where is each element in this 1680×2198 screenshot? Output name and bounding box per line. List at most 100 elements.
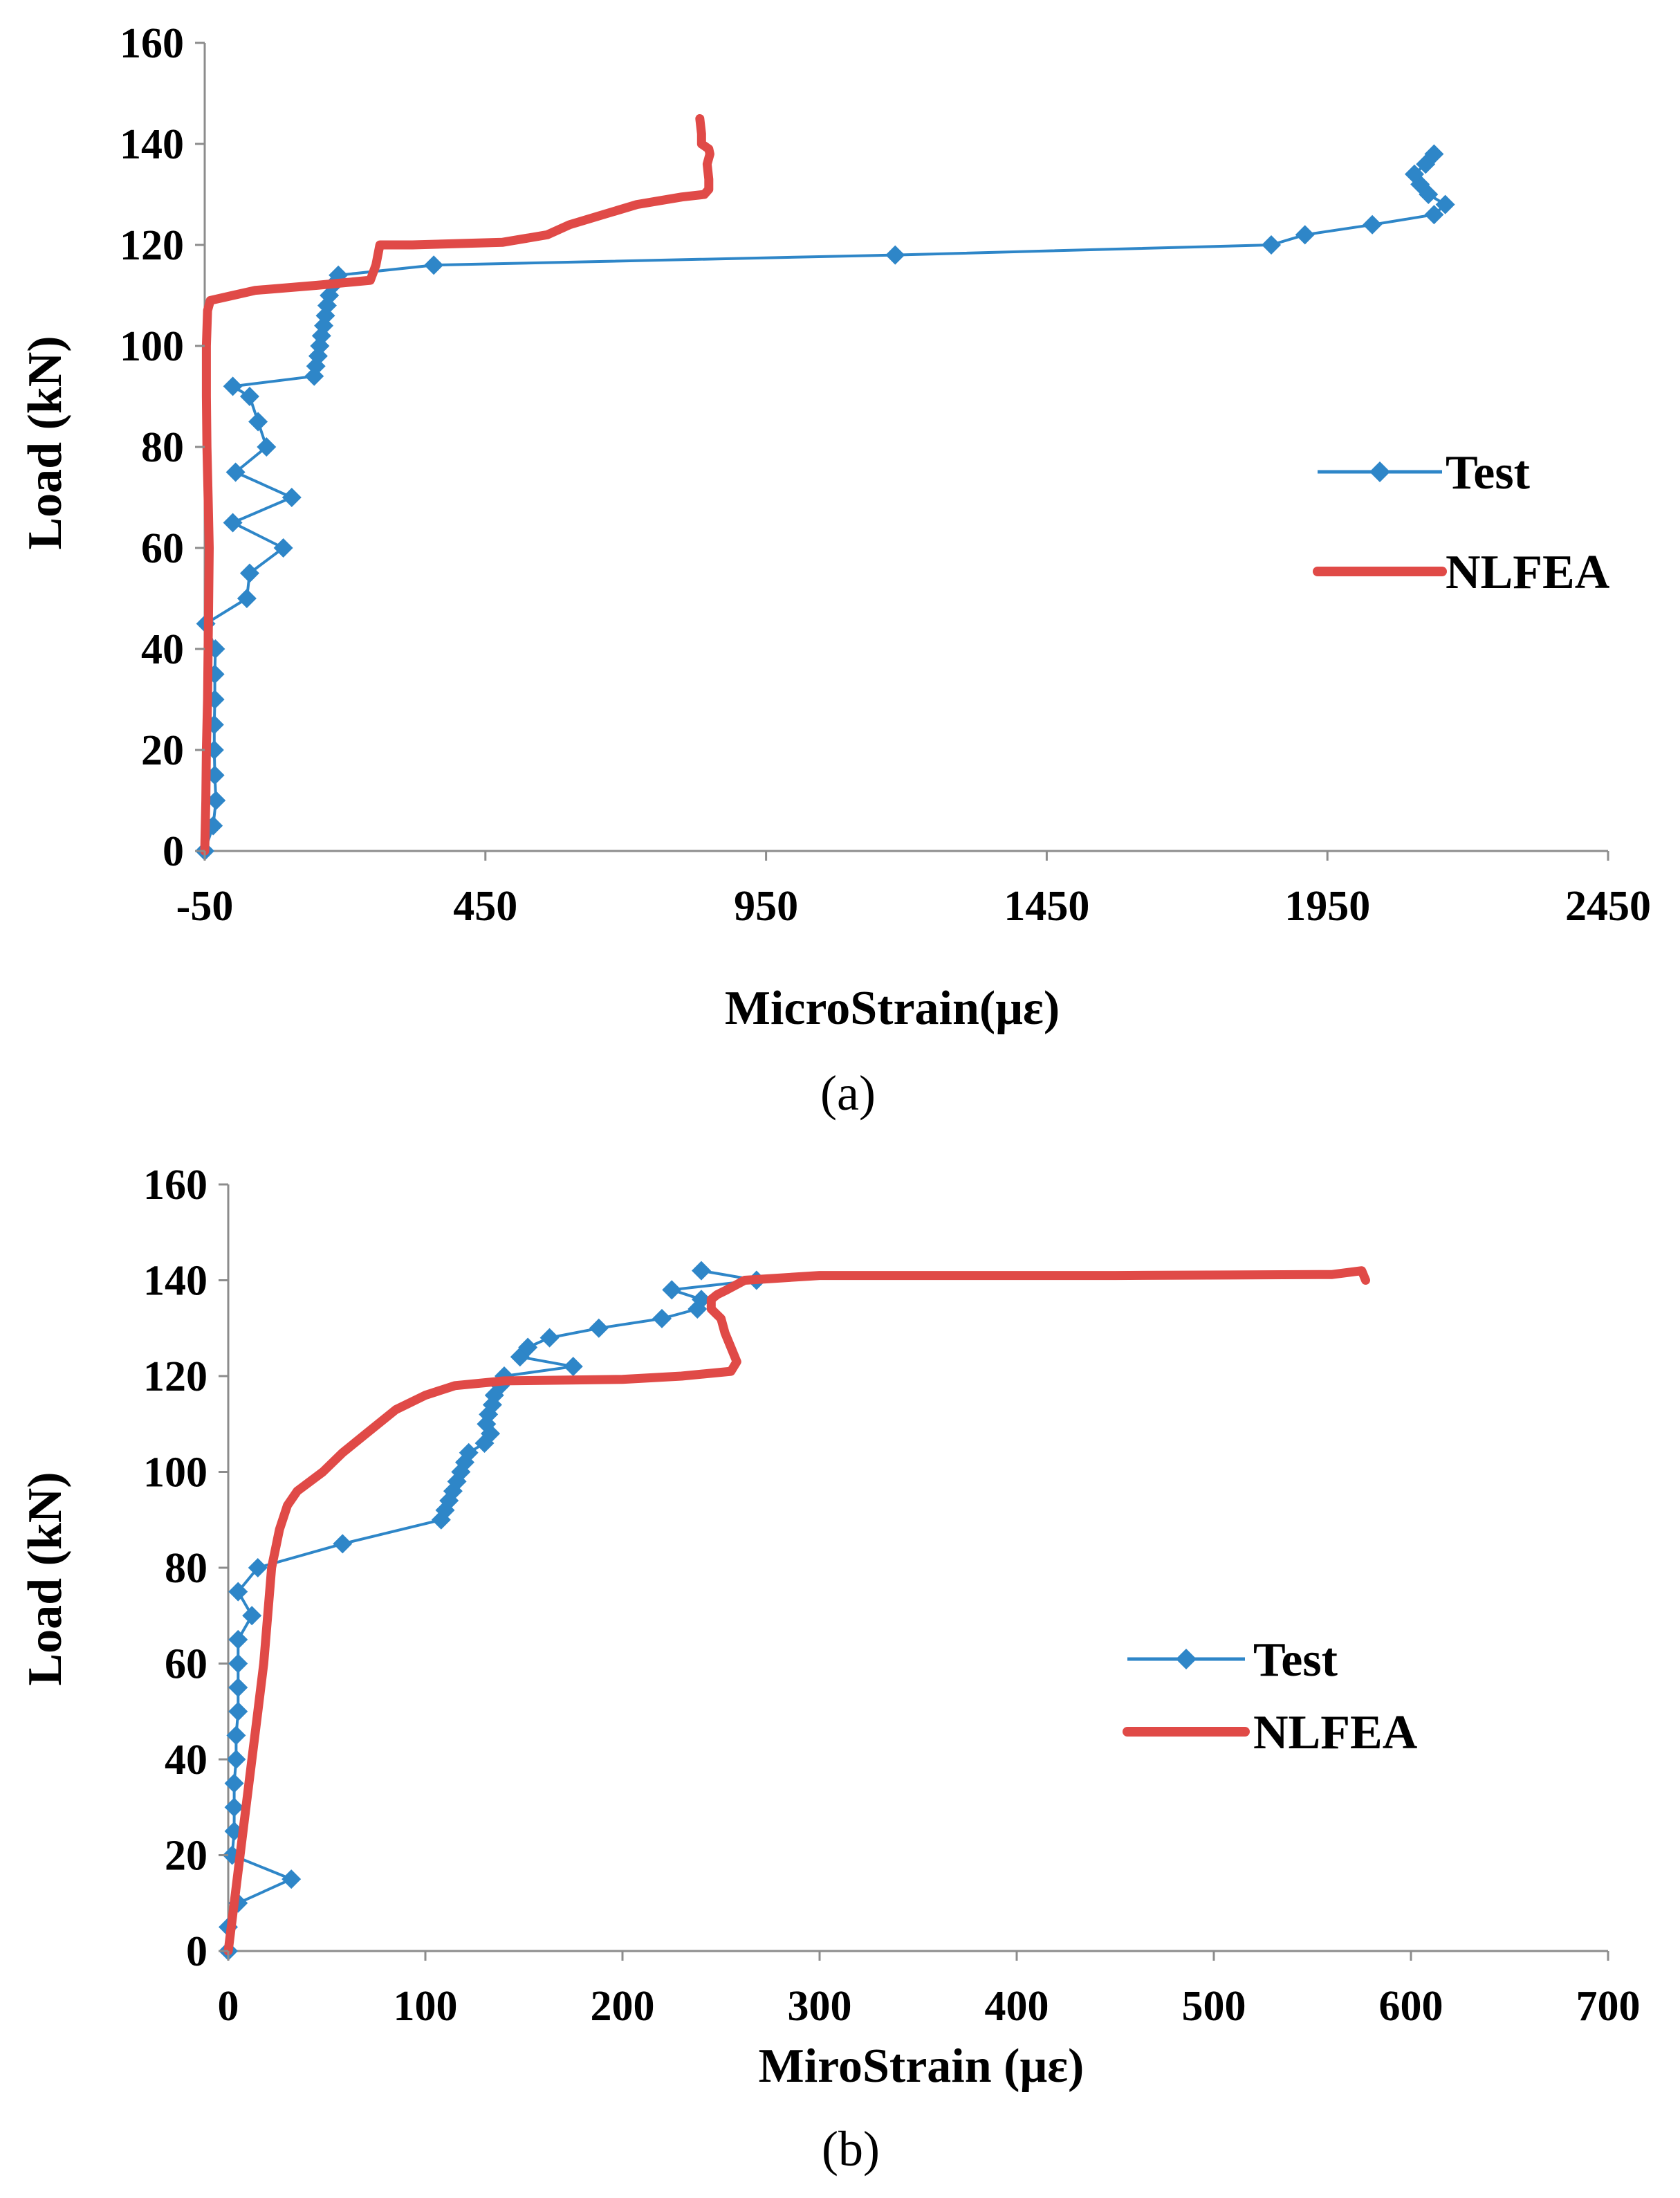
y-tick-label: 80 (165, 1545, 207, 1592)
x-tick-label: 2450 (1565, 883, 1651, 930)
test-point (662, 1280, 682, 1300)
test-point (1424, 205, 1444, 225)
test-point (228, 1629, 248, 1649)
test-point (281, 1869, 302, 1889)
chart-b-legend: Test NLFEA (1123, 1633, 1418, 1759)
y-tick-label: 120 (120, 222, 184, 269)
chart-b: 0 20 40 60 80 100 120 140 160 0 100 200 300 400 500 600… (19, 1162, 1641, 2177)
test-point (239, 387, 259, 406)
y-tick-label: 60 (165, 1641, 207, 1688)
y-tick-label: 140 (143, 1258, 207, 1305)
x-tick-label: 300 (788, 1983, 852, 2030)
test-point (518, 1337, 538, 1357)
legend-test-marker (1176, 1649, 1197, 1669)
test-point (223, 513, 243, 533)
test-point (539, 1328, 560, 1348)
y-tick-label: 160 (143, 1162, 207, 1209)
test-point (692, 1261, 711, 1281)
chart-b-ticks: 0 20 40 60 80 100 120 140 160 0 100 200 300 400 500 600… (143, 1162, 1641, 2030)
y-tick-label: 120 (143, 1353, 207, 1400)
x-tick-label: 950 (734, 883, 798, 930)
test-point (257, 437, 277, 457)
test-point (228, 1701, 248, 1721)
chart-b-axes (227, 1184, 1608, 1952)
chart-b-ylabel: Load (kN) (19, 1472, 72, 1685)
legend-nlfea-label: NLFEA (1446, 546, 1610, 599)
test-point (652, 1308, 672, 1328)
test-point (333, 1534, 353, 1554)
x-tick-label: 400 (985, 1983, 1049, 2030)
test-point (459, 1443, 479, 1463)
test-point (248, 412, 268, 432)
legend-test-label: Test (1446, 446, 1530, 500)
test-point (226, 1750, 246, 1769)
y-tick-label: 0 (186, 1928, 207, 1975)
chart-a-axes (203, 43, 1608, 852)
y-tick-label: 20 (165, 1833, 207, 1880)
test-point (424, 255, 444, 275)
x-tick-label: -50 (176, 883, 234, 930)
test-point (237, 589, 257, 608)
y-tick-label: 100 (120, 323, 184, 370)
caption-a: (a) (820, 1065, 876, 1121)
test-point (228, 1582, 248, 1602)
y-tick-label: 0 (163, 828, 184, 875)
test-point (239, 563, 259, 583)
test-point (224, 1797, 244, 1817)
legend-nlfea-label: NLFEA (1253, 1706, 1418, 1759)
test-point (226, 1725, 246, 1746)
chart-a-series (195, 114, 1455, 861)
x-tick-label: 450 (453, 883, 517, 930)
test-point (1363, 214, 1383, 235)
y-tick-label: 160 (120, 20, 184, 67)
x-tick-label: 1450 (1004, 883, 1089, 930)
test-point (1295, 225, 1315, 245)
test-point (273, 538, 293, 558)
test-point (206, 791, 226, 810)
test-point (248, 1558, 268, 1577)
test-point (242, 1606, 262, 1626)
nlfea-series-line (223, 1266, 1370, 1956)
y-tick-label: 140 (120, 121, 184, 168)
x-tick-label: 700 (1576, 1983, 1641, 2030)
chart-a-ylabel: Load (kN) (19, 336, 72, 549)
test-point (692, 1290, 711, 1310)
x-tick-label: 200 (591, 1983, 655, 2030)
test-point (1424, 144, 1444, 164)
x-tick-label: 600 (1379, 1983, 1443, 2030)
test-point (885, 245, 905, 265)
test-point (589, 1318, 609, 1338)
test-point (1435, 194, 1455, 214)
test-point (224, 1773, 244, 1793)
y-tick-label: 80 (141, 424, 184, 471)
y-tick-label: 60 (141, 525, 184, 572)
test-point (223, 376, 243, 396)
test-point (228, 1654, 248, 1674)
x-tick-label: 100 (394, 1983, 458, 2030)
x-tick-label: 1950 (1284, 883, 1370, 930)
y-tick-label: 40 (141, 626, 184, 673)
nlfea-series-line (200, 114, 714, 856)
test-point (228, 1678, 248, 1698)
y-tick-label: 20 (141, 727, 184, 774)
chart-a-legend: Test NLFEA (1313, 446, 1610, 599)
x-tick-label: 0 (218, 1983, 239, 2030)
chart-a-xlabel: MicroStrain(με) (725, 982, 1060, 1035)
test-point (563, 1357, 583, 1377)
chart-b-xlabel: MiroStrain (με) (759, 2040, 1084, 2093)
chart-a: 0 20 40 60 80 100 120 140 160 -50 450 950 1450 1950 24… (19, 20, 1651, 1121)
legend-test-label: Test (1253, 1633, 1338, 1687)
test-point (1262, 235, 1282, 255)
legend-test-marker (1369, 461, 1390, 482)
caption-b: (b) (822, 2121, 880, 2177)
x-tick-label: 500 (1182, 1983, 1246, 2030)
test-point (281, 488, 302, 507)
chart-b-series (219, 1261, 1370, 1961)
test-point (1404, 164, 1424, 184)
test-series-line (203, 152, 1447, 852)
y-tick-label: 40 (165, 1737, 207, 1784)
chart-a-ticks: 0 20 40 60 80 100 120 140 160 -50 450 950 1450 1950 24… (120, 20, 1651, 930)
y-tick-label: 100 (143, 1449, 207, 1496)
test-point (225, 462, 246, 482)
